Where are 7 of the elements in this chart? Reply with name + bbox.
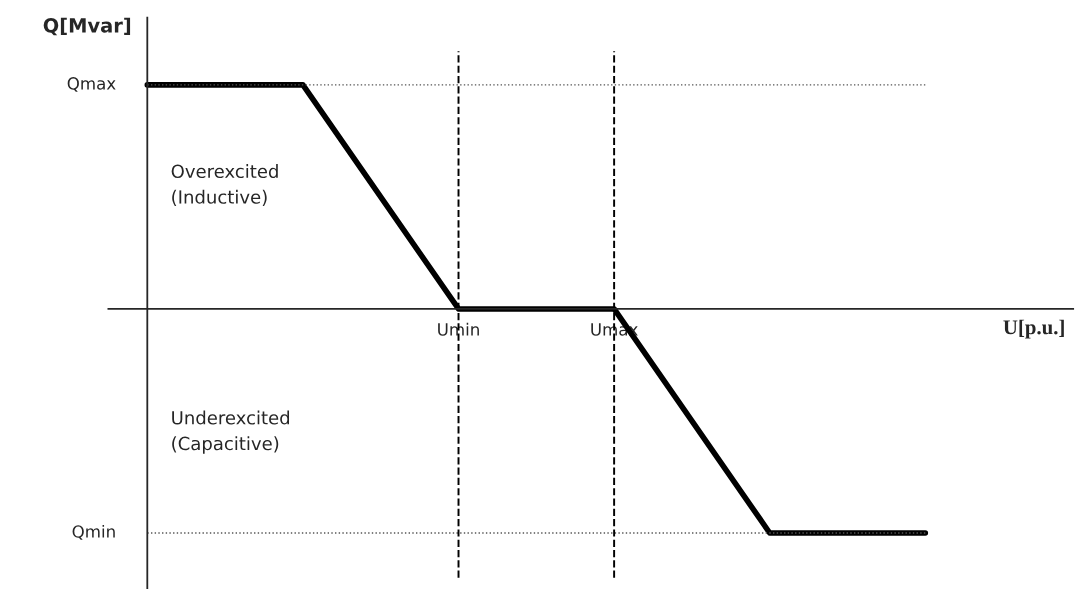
x-axis-title: U[p.u.] <box>1003 319 1064 339</box>
annotation: Underexcited (Capacitive) <box>172 410 289 454</box>
ref-line-label: Qmax <box>67 77 116 92</box>
x-tick-label: Umin <box>438 322 479 336</box>
y-axis-title: Q[Mvar] <box>43 17 131 36</box>
annotation: Overexcited (Inductive) <box>171 164 278 206</box>
ref-line-label: Qmin <box>72 524 115 540</box>
